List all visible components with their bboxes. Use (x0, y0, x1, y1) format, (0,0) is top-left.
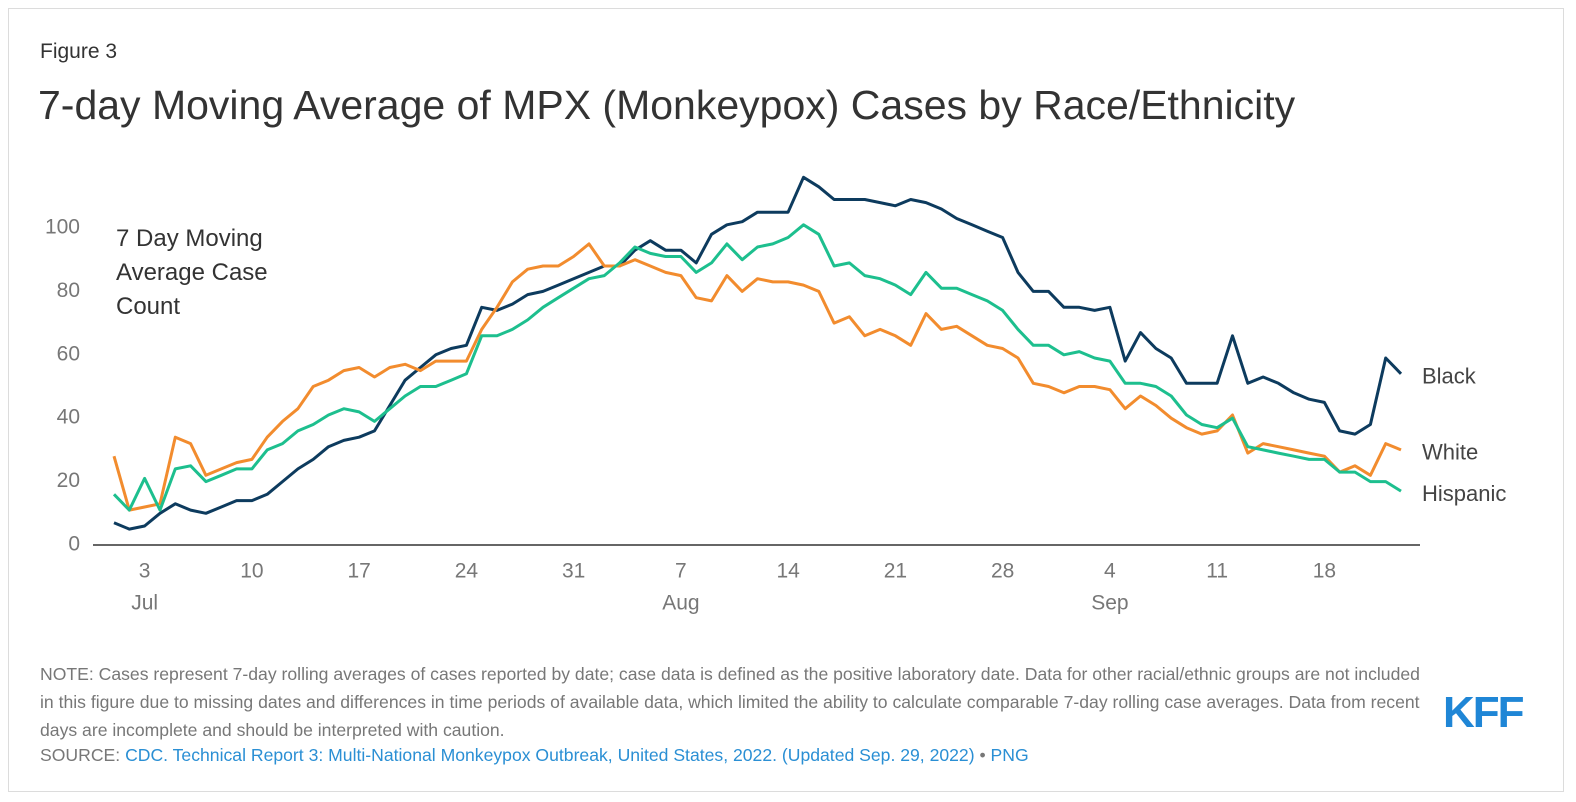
x-tick-label: 11 (1206, 560, 1228, 583)
x-month-label: Sep (1091, 592, 1128, 615)
chart-title: 7-day Moving Average of MPX (Monkeypox) … (38, 82, 1296, 128)
y-tick-label: 40 (57, 406, 80, 429)
source-link[interactable]: CDC. Technical Report 3: Multi-National … (125, 745, 975, 765)
y-tick-label: 100 (45, 216, 80, 239)
x-tick-label: 28 (991, 560, 1014, 583)
series-line (112, 223, 1402, 512)
series-label: Black (1422, 364, 1477, 389)
x-tick-label: 10 (240, 560, 263, 583)
source-label: SOURCE: (40, 745, 121, 765)
y-tick-label: 0 (68, 533, 80, 556)
x-tick-label: 3 (139, 560, 151, 583)
x-tick-label: 24 (455, 560, 479, 583)
note: NOTE: Cases represent 7-day rolling aver… (40, 664, 1420, 740)
x-tick-label: 14 (776, 560, 800, 583)
png-link[interactable]: PNG (990, 745, 1029, 765)
x-tick-label: 31 (562, 560, 585, 583)
series-line (113, 175, 1403, 531)
x-tick-label: 4 (1104, 560, 1116, 583)
y-tick-label: 80 (57, 279, 80, 302)
x-tick-label: 18 (1313, 560, 1336, 583)
y-tick-label: 60 (57, 342, 80, 365)
x-month-label: Jul (131, 592, 158, 615)
figure-label: Figure 3 (40, 40, 118, 63)
series-line (112, 242, 1402, 512)
x-month-label: Aug (662, 592, 699, 615)
y-tick-label: 20 (57, 469, 80, 492)
series-label: White (1422, 440, 1478, 465)
x-tick-label: 17 (347, 560, 370, 583)
x-tick-label: 7 (675, 560, 687, 583)
separator: • (979, 745, 986, 765)
x-tick-label: 21 (884, 560, 907, 583)
source: SOURCE: CDC. Technical Report 3: Multi-N… (40, 745, 1029, 766)
figure-frame (8, 8, 1564, 792)
logo: KFF (1443, 688, 1525, 737)
y-axis-label: 7 Day Moving Average Case Count (116, 225, 268, 320)
series-label: Hispanic (1422, 481, 1506, 506)
